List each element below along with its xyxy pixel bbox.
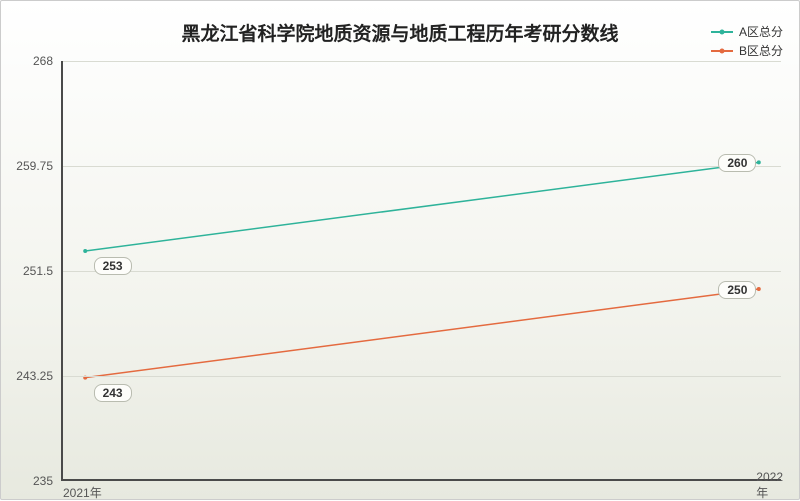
x-tick-label: 2021年 xyxy=(63,484,102,501)
legend-label-a: A区总分 xyxy=(739,23,783,40)
grid-line xyxy=(63,166,781,167)
legend-item-b: B区总分 xyxy=(711,42,783,59)
legend-swatch-a xyxy=(711,31,733,33)
point-label: 260 xyxy=(718,154,756,172)
plot-area: 235243.25251.5259.752682021年2022年2532602… xyxy=(61,61,781,481)
data-point xyxy=(83,249,87,253)
data-point xyxy=(757,287,761,291)
data-point xyxy=(757,160,761,164)
y-tick-label: 243.25 xyxy=(16,369,53,383)
point-label: 243 xyxy=(94,384,132,402)
legend-label-b: B区总分 xyxy=(739,42,783,59)
y-tick-label: 251.5 xyxy=(23,264,53,278)
point-label: 253 xyxy=(94,257,132,275)
y-tick-label: 235 xyxy=(33,474,53,488)
legend-item-a: A区总分 xyxy=(711,23,783,40)
chart-container: 黑龙江省科学院地质资源与地质工程历年考研分数线 A区总分 B区总分 235 243… xyxy=(0,0,800,500)
y-tick-label: 259.75 xyxy=(16,159,53,173)
x-tick-label: 2022年 xyxy=(756,470,783,501)
series-line xyxy=(85,289,759,378)
y-tick-label: 268 xyxy=(33,54,53,68)
grid-line xyxy=(63,271,781,272)
grid-line xyxy=(63,376,781,377)
legend-swatch-b xyxy=(711,50,733,52)
point-label: 250 xyxy=(718,281,756,299)
grid-line xyxy=(63,61,781,62)
chart-lines xyxy=(63,61,781,479)
chart-title: 黑龙江省科学院地质资源与地质工程历年考研分数线 xyxy=(1,19,799,46)
legend: A区总分 B区总分 xyxy=(711,23,783,61)
series-line xyxy=(85,162,759,251)
